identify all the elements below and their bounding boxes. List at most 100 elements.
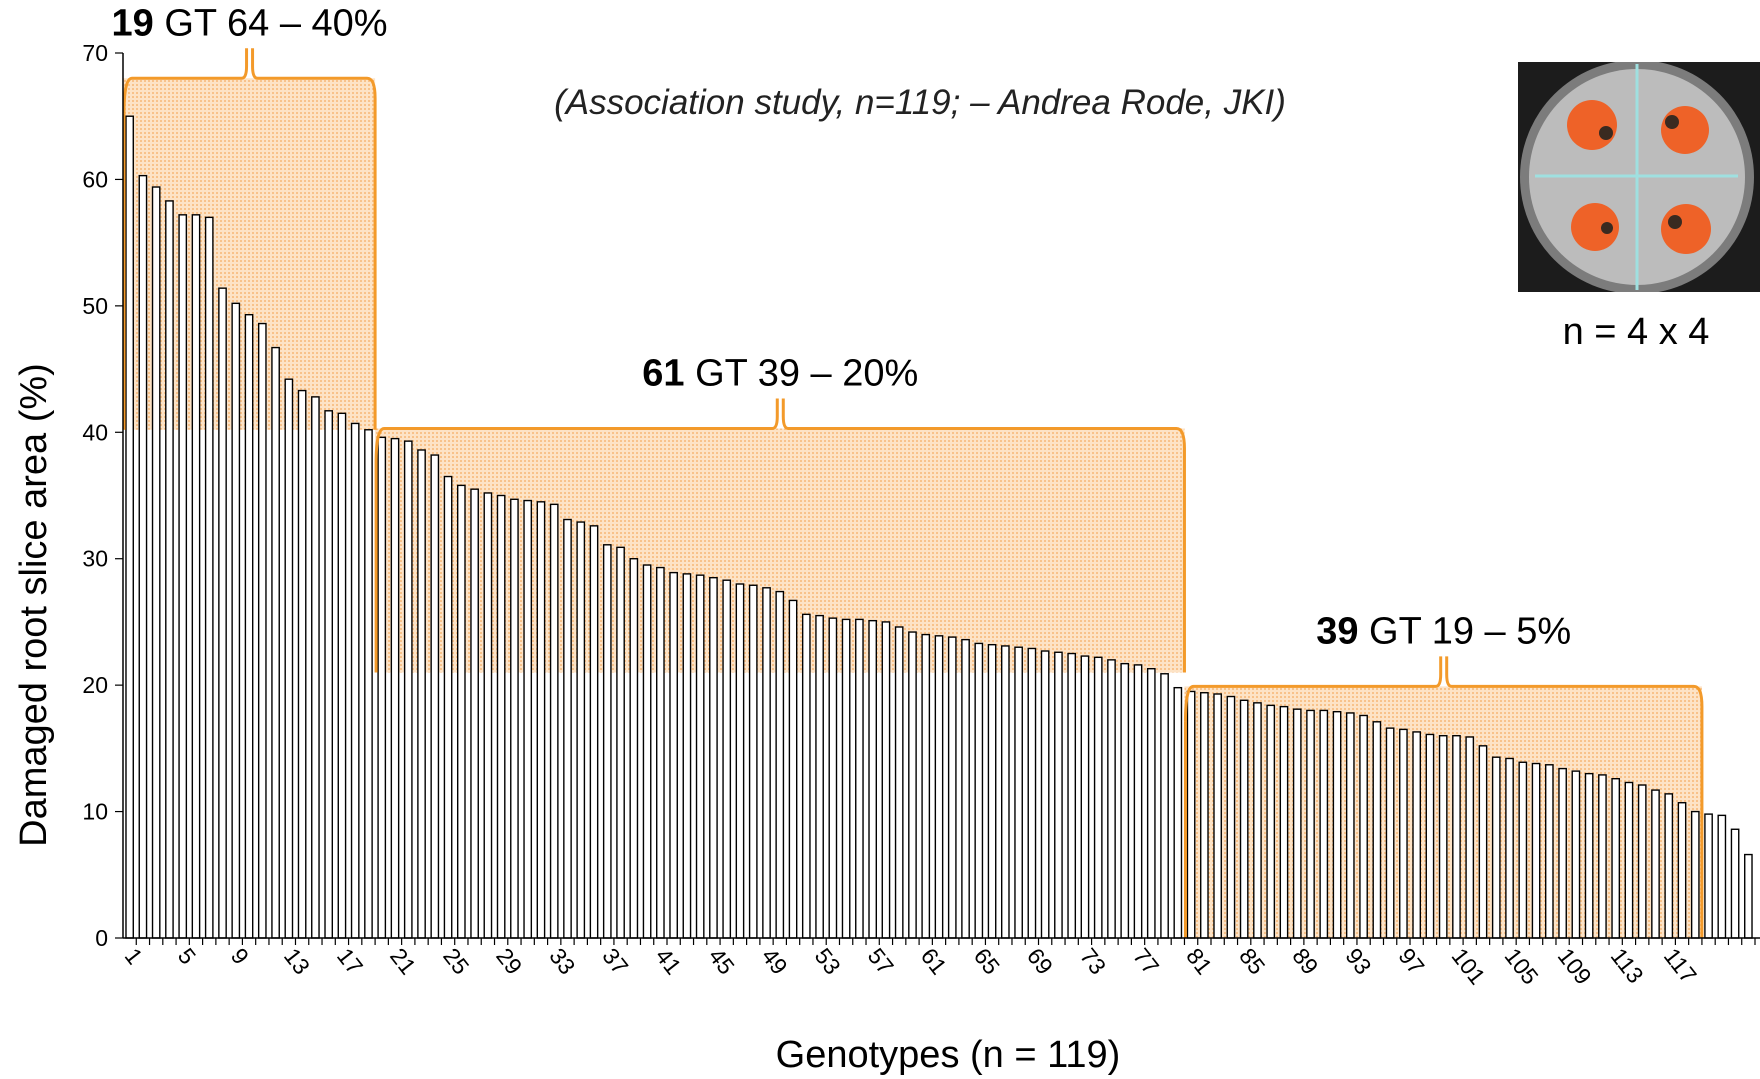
bar-genotype-32 xyxy=(536,501,546,939)
x-tick-label-21: 21 xyxy=(385,943,421,979)
x-tick-label-77: 77 xyxy=(1128,943,1164,979)
bar-genotype-61 xyxy=(921,633,931,939)
bar-genotype-93 xyxy=(1345,712,1355,939)
bar-genotype-35 xyxy=(576,521,586,939)
bar-genotype-48 xyxy=(748,584,758,939)
bar-genotype-10 xyxy=(244,314,254,939)
bar-genotype-92 xyxy=(1332,710,1342,939)
x-tick-label-29: 29 xyxy=(491,943,527,979)
bar-genotype-11 xyxy=(257,322,267,939)
bar-genotype-2 xyxy=(138,174,148,939)
bar-genotype-63 xyxy=(947,636,957,939)
y-tick-label-40: 40 xyxy=(82,419,108,445)
bar-genotype-83 xyxy=(1213,693,1222,939)
bar-genotype-1 xyxy=(125,115,134,939)
bar-genotype-87 xyxy=(1266,704,1276,939)
group-range-2: GT 39 – 20% xyxy=(685,352,919,394)
bar-genotype-47 xyxy=(735,583,745,939)
x-tick-label-81: 81 xyxy=(1181,943,1217,979)
group-bracket-1 xyxy=(122,48,377,430)
bar-genotype-46 xyxy=(722,579,732,939)
bar-genotype-23 xyxy=(417,449,426,939)
bar-genotype-27 xyxy=(470,488,479,939)
x-tick-label-33: 33 xyxy=(544,943,580,979)
bars xyxy=(125,115,1753,939)
x-tick-label-13: 13 xyxy=(279,943,315,979)
x-tick-label-37: 37 xyxy=(597,943,633,979)
bar-genotype-6 xyxy=(191,214,201,939)
bar-genotype-4 xyxy=(165,200,174,939)
bar-genotype-66 xyxy=(987,643,997,939)
x-tick-label-69: 69 xyxy=(1022,943,1058,979)
bar-genotype-55 xyxy=(841,618,851,939)
group-range-3: GT 19 – 5% xyxy=(1359,610,1572,652)
bar-genotype-44 xyxy=(695,574,705,939)
bar-genotype-45 xyxy=(709,576,718,939)
y-tick-label-60: 60 xyxy=(82,166,108,192)
bar-genotype-86 xyxy=(1253,702,1262,939)
bar-genotype-121 xyxy=(1717,814,1727,939)
x-tick-label-61: 61 xyxy=(916,943,952,979)
group-brackets xyxy=(122,48,1704,938)
bar-genotype-38 xyxy=(616,546,625,939)
bar-genotype-118 xyxy=(1677,802,1687,939)
bar-genotype-54 xyxy=(828,617,838,939)
bar-genotype-107 xyxy=(1531,762,1541,939)
x-tick-label-5: 5 xyxy=(173,943,201,969)
bar-genotype-71 xyxy=(1054,651,1063,939)
x-tick-label-41: 41 xyxy=(650,943,686,979)
bar-genotype-95 xyxy=(1372,721,1382,939)
bar-genotype-123 xyxy=(1744,853,1753,939)
bar-genotype-16 xyxy=(324,410,334,939)
bar-genotype-52 xyxy=(801,613,811,939)
bar-genotype-77 xyxy=(1133,664,1143,939)
group-bracket-2 xyxy=(374,398,1186,673)
bar-genotype-98 xyxy=(1412,731,1422,939)
bar-genotype-119 xyxy=(1690,810,1700,939)
bar-genotype-58 xyxy=(881,621,891,939)
bar-genotype-30 xyxy=(510,498,519,939)
bar-genotype-111 xyxy=(1584,772,1594,939)
group-label-1: 19 GT 64 – 40% xyxy=(112,2,388,44)
x-tick-label-9: 9 xyxy=(226,943,254,969)
bar-genotype-37 xyxy=(602,544,612,939)
x-tick-label-25: 25 xyxy=(438,943,474,979)
bar-genotype-53 xyxy=(815,614,824,939)
bar-genotype-56 xyxy=(855,618,864,939)
bar-genotype-75 xyxy=(1107,659,1116,939)
group-range-1: GT 64 – 40% xyxy=(154,2,388,44)
bar-genotype-22 xyxy=(403,440,413,939)
bar-genotype-14 xyxy=(297,389,307,939)
group-count-1: 19 xyxy=(112,2,154,44)
bar-genotype-96 xyxy=(1385,727,1395,939)
bar-genotype-94 xyxy=(1359,714,1368,939)
bar-genotype-89 xyxy=(1292,708,1302,939)
bar-genotype-116 xyxy=(1651,789,1660,939)
group-count-2: 61 xyxy=(642,352,684,394)
carrot-slice-2 xyxy=(1661,106,1709,154)
bar-genotype-8 xyxy=(218,287,227,939)
bar-genotype-39 xyxy=(629,558,639,939)
bar-genotype-65 xyxy=(974,642,984,939)
bar-genotype-84 xyxy=(1226,695,1236,939)
x-tick-label-73: 73 xyxy=(1075,943,1111,979)
bar-genotype-31 xyxy=(523,499,533,939)
x-tick-label-45: 45 xyxy=(703,943,739,979)
bar-genotype-49 xyxy=(762,587,771,939)
bar-genotype-85 xyxy=(1239,699,1249,939)
x-tick-label-49: 49 xyxy=(757,943,793,979)
group-label-3: 39 GT 19 – 5% xyxy=(1316,610,1571,652)
bar-genotype-101 xyxy=(1452,735,1461,939)
bar-genotype-80 xyxy=(1173,686,1183,939)
bar-genotype-28 xyxy=(483,492,493,939)
bar-genotype-64 xyxy=(961,638,970,939)
bar-genotype-60 xyxy=(908,631,917,939)
bar-genotype-72 xyxy=(1067,652,1077,939)
group-label-2: 61 GT 39 – 20% xyxy=(642,352,918,394)
bar-genotype-13 xyxy=(284,378,294,939)
bar-genotype-69 xyxy=(1027,647,1037,939)
bar-genotype-3 xyxy=(151,186,161,939)
bar-genotype-7 xyxy=(204,216,214,939)
bar-genotype-50 xyxy=(775,590,785,939)
x-ticks: 1 5 9 13 17 21 25 29 33 37 41 45 49 53 57 61 65 69 73 77 81 8… xyxy=(120,938,1756,989)
